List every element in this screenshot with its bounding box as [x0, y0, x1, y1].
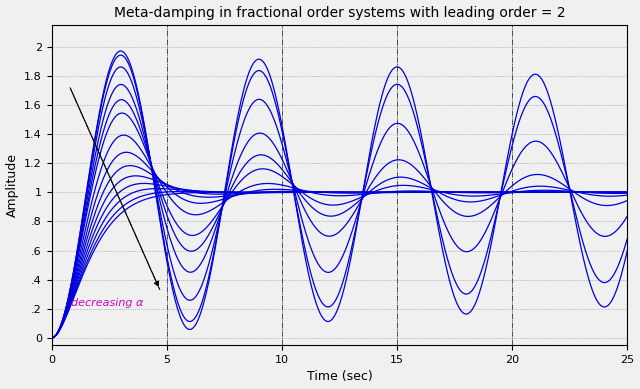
X-axis label: Time (sec): Time (sec)	[307, 370, 372, 384]
Y-axis label: Amplitude: Amplitude	[6, 153, 19, 217]
Title: Meta-damping in fractional order systems with leading order = 2: Meta-damping in fractional order systems…	[114, 5, 565, 19]
Text: decreasing α: decreasing α	[71, 298, 143, 308]
